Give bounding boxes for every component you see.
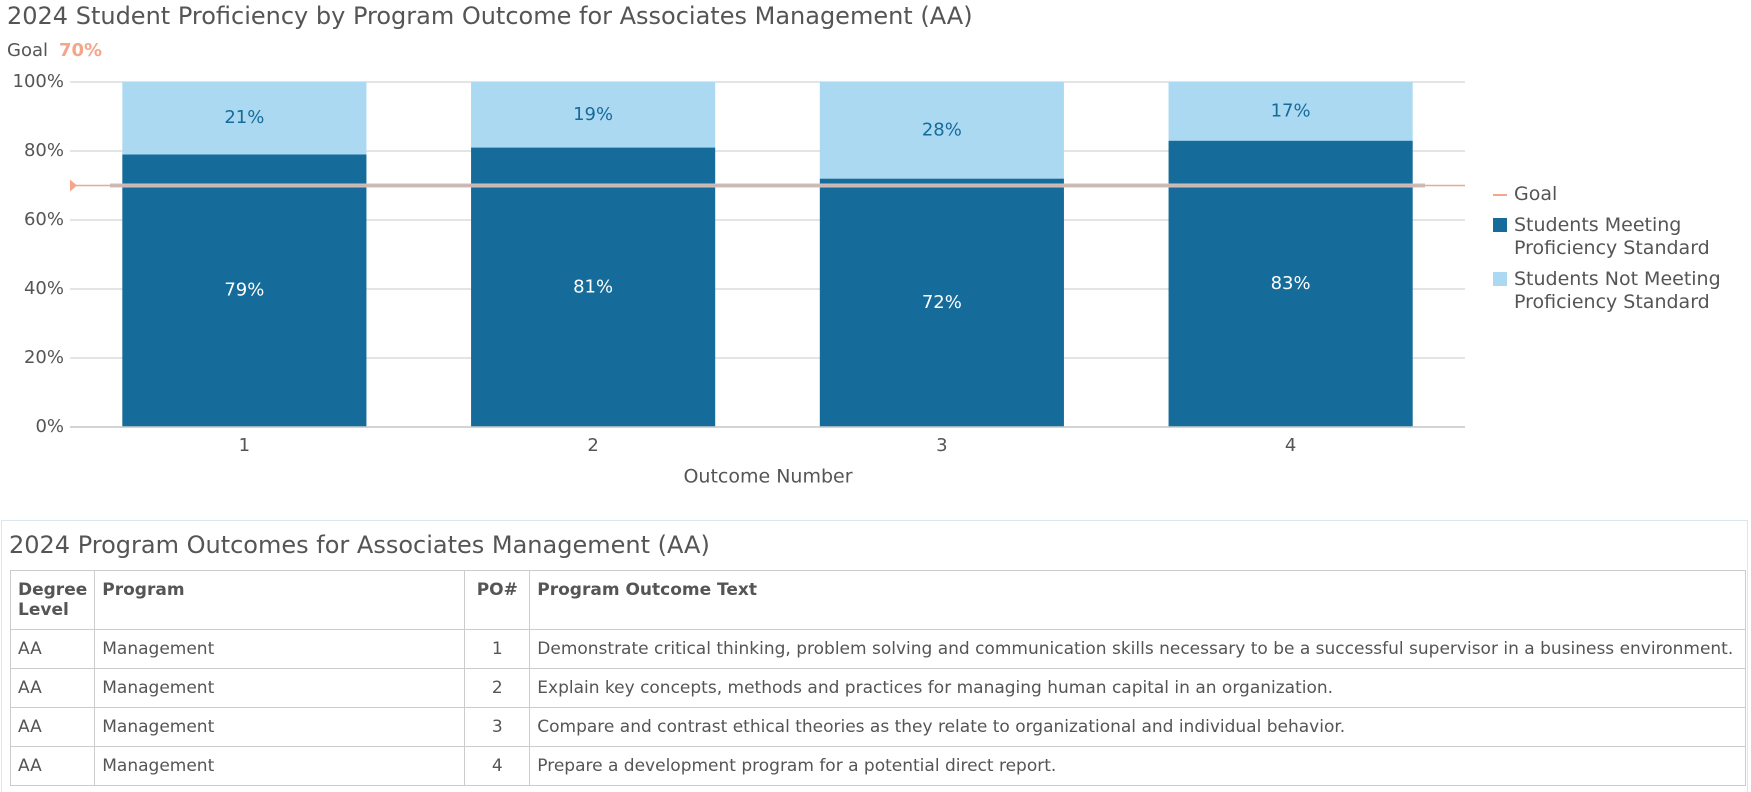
data-label: 17% <box>1271 100 1311 121</box>
table-row: AA Management 4 Prepare a development progr… <box>9 746 1746 786</box>
bar-segment <box>1168 82 1413 141</box>
outcomes-table: Degree Level Program PO# Program Outcome Te… <box>9 570 1746 786</box>
y-tick-label: 100% <box>13 71 64 92</box>
y-tick-label: 0% <box>35 416 64 437</box>
legend-swatch <box>1493 194 1507 196</box>
x-tick-label: 4 <box>1285 435 1296 456</box>
table-row: AA Management 3 Compare and contrast ethica… <box>9 707 1746 747</box>
column-header: Program Outcome Text <box>529 570 1746 630</box>
y-tick-label: 80% <box>24 140 64 161</box>
table-title: 2024 Program Outcomes for Associates Man… <box>9 531 710 559</box>
chart: 2024 Student Proficiency by Program Outc… <box>7 2 1465 488</box>
goal-value: 70% <box>59 40 102 61</box>
table-cell: AA <box>9 629 96 669</box>
x-tick-label: 2 <box>587 435 598 456</box>
table-cell: AA <box>9 668 96 708</box>
bar-segment <box>1168 140 1413 427</box>
data-label: 28% <box>922 119 962 140</box>
data-label: 81% <box>573 276 613 297</box>
data-label: 72% <box>922 292 962 313</box>
legend-item: Students Not Meeting Proficiency Standar… <box>1493 268 1733 314</box>
table-row: AA Management 2 Explain key concepts, metho… <box>9 668 1746 708</box>
table-cell: AA <box>9 746 96 786</box>
bar-segment <box>471 82 716 148</box>
data-label: 21% <box>224 107 264 128</box>
bar-segment <box>471 147 716 428</box>
legend: Goal Students Meeting Proficiency Standar… <box>1493 183 1733 322</box>
bar-segment <box>122 154 367 427</box>
x-axis-title: Outcome Number <box>683 466 852 488</box>
column-header: Degree Level <box>9 570 96 630</box>
header-row: Degree Level Program PO# Program Outcome Te… <box>9 570 1746 630</box>
table-cell: 2 <box>464 668 531 708</box>
column-header: PO# <box>464 570 531 630</box>
data-label: 83% <box>1271 273 1311 294</box>
table-cell: Management <box>94 629 466 669</box>
legend-label: Students Meeting Proficiency Standard <box>1514 214 1710 259</box>
data-label: 19% <box>573 104 613 125</box>
table-body: AA Management 1 Demonstrate critical thinki… <box>9 629 1746 786</box>
table-cell: Explain key concepts, methods and practi… <box>529 668 1746 708</box>
table-cell: Compare and contrast ethical theories as… <box>529 707 1746 747</box>
y-tick-label: 60% <box>24 209 64 230</box>
table-cell: Demonstrate critical thinking, problem s… <box>529 629 1746 669</box>
goal-caption: Goal <box>7 40 48 61</box>
table-cell: 3 <box>464 707 531 747</box>
bar-segment <box>819 178 1064 427</box>
table-cell: Management <box>94 746 466 786</box>
data-label: 79% <box>224 280 264 301</box>
x-tick-label: 3 <box>936 435 947 456</box>
table-cell: Management <box>94 668 466 708</box>
bar-segment <box>819 82 1064 179</box>
legend-swatch <box>1493 272 1507 286</box>
bar-segment <box>122 82 367 155</box>
column-header: Program <box>94 570 466 630</box>
legend-label: Goal <box>1514 183 1558 205</box>
x-tick-label: 1 <box>239 435 250 456</box>
table-cell: Prepare a development program for a pote… <box>529 746 1746 786</box>
legend-item: Students Meeting Proficiency Standard <box>1493 214 1733 260</box>
table-row: AA Management 1 Demonstrate critical thinki… <box>9 629 1746 669</box>
y-tick-label: 40% <box>24 278 64 299</box>
goal-marker <box>70 179 77 192</box>
legend-swatch <box>1493 218 1507 232</box>
legend-item: Goal <box>1493 183 1733 206</box>
y-tick-label: 20% <box>24 347 64 368</box>
legend-label: Students Not Meeting Proficiency Standar… <box>1514 268 1721 313</box>
table-cell: 1 <box>464 629 531 669</box>
chart-title: 2024 Student Proficiency by Program Outc… <box>7 2 973 30</box>
table-cell: Management <box>94 707 466 747</box>
table-cell: 4 <box>464 746 531 786</box>
table-cell: AA <box>9 707 96 747</box>
table-panel: 2024 Program Outcomes for Associates Man… <box>1 520 1748 792</box>
